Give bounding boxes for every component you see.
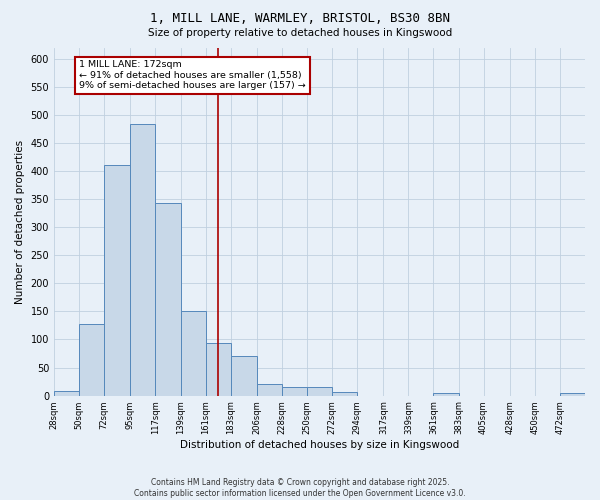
Y-axis label: Number of detached properties: Number of detached properties <box>15 140 25 304</box>
Bar <box>79 324 104 396</box>
Bar <box>206 344 230 396</box>
Bar <box>433 394 458 396</box>
Bar <box>282 387 307 396</box>
Bar <box>130 124 155 396</box>
Bar <box>307 387 332 396</box>
Text: 1, MILL LANE, WARMLEY, BRISTOL, BS30 8BN: 1, MILL LANE, WARMLEY, BRISTOL, BS30 8BN <box>150 12 450 26</box>
X-axis label: Distribution of detached houses by size in Kingswood: Distribution of detached houses by size … <box>180 440 459 450</box>
Bar <box>257 384 282 396</box>
Bar <box>230 356 257 396</box>
Bar <box>560 394 585 396</box>
Bar <box>332 392 357 396</box>
Text: Size of property relative to detached houses in Kingswood: Size of property relative to detached ho… <box>148 28 452 38</box>
Text: Contains HM Land Registry data © Crown copyright and database right 2025.
Contai: Contains HM Land Registry data © Crown c… <box>134 478 466 498</box>
Bar <box>54 391 79 396</box>
Bar <box>181 312 206 396</box>
Text: 1 MILL LANE: 172sqm
← 91% of detached houses are smaller (1,558)
9% of semi-deta: 1 MILL LANE: 172sqm ← 91% of detached ho… <box>79 60 306 90</box>
Bar <box>104 166 130 396</box>
Bar <box>155 203 181 396</box>
